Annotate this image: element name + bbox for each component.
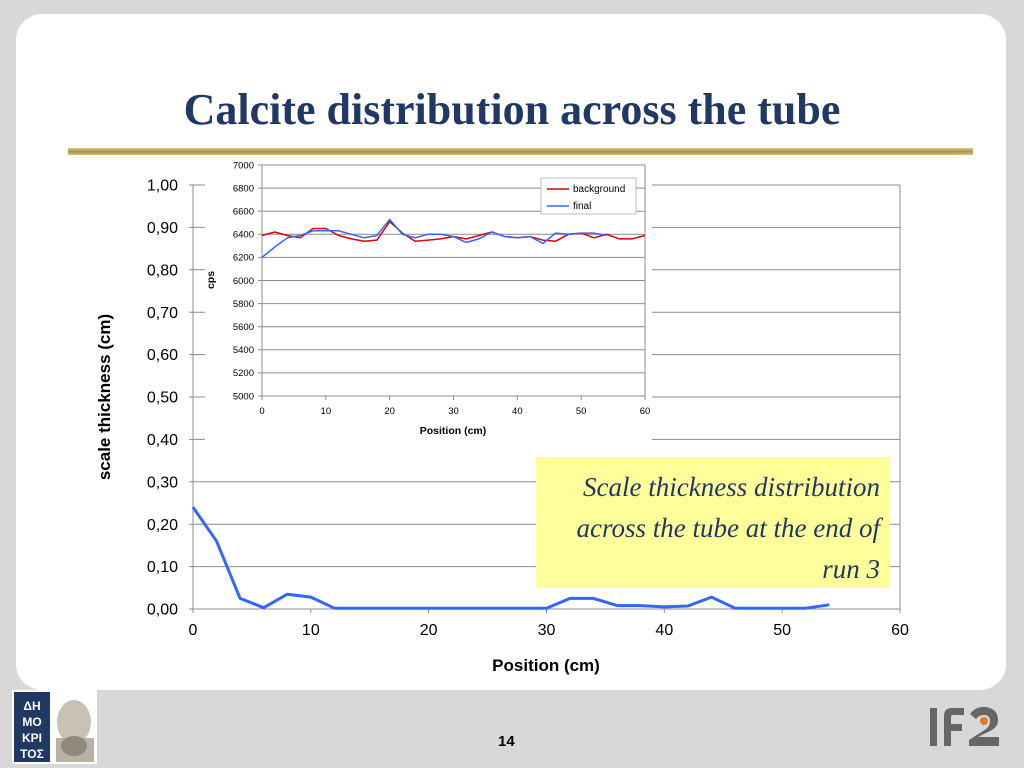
inset-x-tick-label: 20 [384,406,395,417]
inset-y-tick-label: 6000 [233,276,254,287]
main-x-tick-label: 50 [773,622,791,639]
main-x-tick-label: 10 [302,622,320,639]
inset-x-tick-label: 50 [576,406,587,417]
inset-x-tick-label: 30 [448,406,459,417]
inset-y-tick-label: 6200 [233,253,254,264]
inset-series-line-final [261,218,607,258]
inset-x-tick-label: 60 [640,406,651,417]
svg-text:ΤΟΣ: ΤΟΣ [20,747,44,761]
main-y-tick-label: 0,50 [147,390,178,407]
main-y-tick-label: 0,60 [147,347,178,364]
svg-text:ΔΗ: ΔΗ [23,699,40,713]
inset-x-tick-label: 0 [259,406,264,417]
main-x-tick-label: 40 [655,622,673,639]
inset-x-tick-label: 40 [512,406,523,417]
inset-legend: background final [540,177,637,215]
main-y-tick-label: 0,70 [147,305,178,322]
inset-y-tick-label: 6800 [233,183,254,194]
inset-y-tick-label: 5600 [233,322,254,333]
caption-box: Scale thickness distribution across the … [536,457,890,588]
inset-x-tick-label: 10 [321,406,332,417]
inset-y-tick-label: 5000 [233,391,254,402]
main-x-tick-label: 30 [538,622,556,639]
main-y-tick-label: 0,00 [147,602,178,619]
main-y-tick-label: 0,30 [147,474,178,491]
svg-text:ΜΟ: ΜΟ [22,715,41,729]
inset-y-tick-label: 6600 [233,207,254,218]
title-divider [68,148,973,155]
ife-logo [930,706,999,746]
main-y-tick-label: 0,10 [147,559,178,576]
inset-y-axis-title: cps [205,271,217,289]
main-y-tick-label: 0,20 [147,517,178,534]
inset-y-tick-label: 5800 [233,299,254,310]
inset-x-axis-title: Position (cm) [420,425,487,437]
legend-label-background: background [573,184,625,195]
main-x-tick-label: 60 [891,622,909,639]
inset-y-tick-label: 5400 [233,345,254,356]
main-y-tick-label: 1,00 [147,178,178,195]
svg-text:ΚΡΙ: ΚΡΙ [22,731,42,745]
main-y-tick-label: 0,90 [147,220,178,237]
inset-y-tick-label: 6400 [233,230,254,241]
main-y-tick-label: 0,40 [147,432,178,449]
page-number: 14 [498,733,515,750]
main-y-tick-label: 0,80 [147,262,178,279]
main-series-line-0 [191,506,830,610]
caption-text: Scale thickness distribution across the … [576,472,880,584]
legend-label-final: final [573,201,591,212]
inset-y-tick-label: 5200 [233,368,254,379]
slide-title: Calcite distribution across the tube [183,85,841,134]
democritus-logo: ΔΗ ΜΟ ΚΡΙ ΤΟΣ [12,690,97,764]
inset-y-tick-label: 7000 [233,160,254,171]
main-x-axis-title: Position (cm) [492,656,600,675]
main-x-tick-label: 20 [420,622,438,639]
main-x-tick-label: 0 [189,622,198,639]
